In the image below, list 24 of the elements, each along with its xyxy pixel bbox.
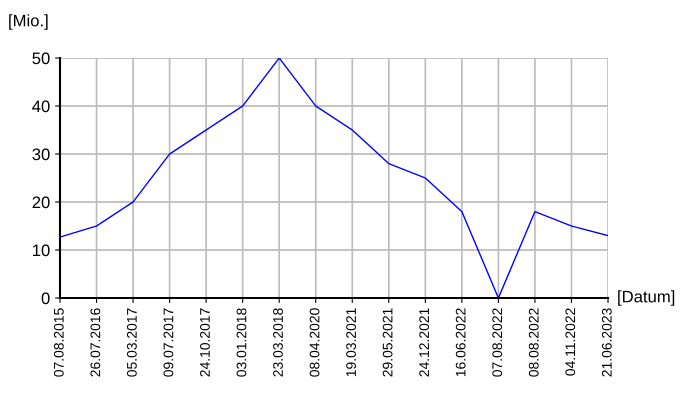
x-tick-label: 24.10.2017 (200, 308, 210, 377)
y-tick-label: 0 (42, 292, 50, 304)
x-tick-label: 04.11.2022 (565, 308, 576, 376)
y-tick-label: 10 (33, 244, 50, 256)
x-tick-label: 23.03.2018 (273, 308, 283, 377)
x-tick-label: 16.06.2022 (456, 308, 466, 376)
y-tick-label: 20 (32, 196, 50, 208)
x-tick-label: 08.08.2022 (528, 308, 539, 377)
y-tick-label: 40 (32, 100, 50, 112)
x-axis-title: [Datum] (618, 290, 674, 306)
y-axis-title: [Mio.] (9, 14, 48, 30)
x-tick-label: 21.06.2023 (602, 308, 612, 377)
x-tick-label: 05.03.2017 (126, 308, 137, 377)
x-tick-label: 29.05.2021 (382, 308, 393, 377)
x-tick-label: 09.07.2017 (163, 308, 174, 377)
y-tick-label: 50 (32, 52, 50, 64)
x-tick-label: 19.03.2021 (346, 308, 356, 376)
y-tick-label: 30 (32, 148, 50, 160)
x-tick-label: 08.04.2020 (310, 308, 320, 377)
x-tick-label: 07.08.2022 (492, 308, 502, 377)
x-tick-label: 24.12.2021 (419, 308, 430, 377)
x-tick-label: 26.07.2016 (90, 308, 100, 377)
x-tick-label: 07.08.2015 (54, 308, 64, 377)
x-tick-label: 03.01.2018 (236, 308, 246, 377)
